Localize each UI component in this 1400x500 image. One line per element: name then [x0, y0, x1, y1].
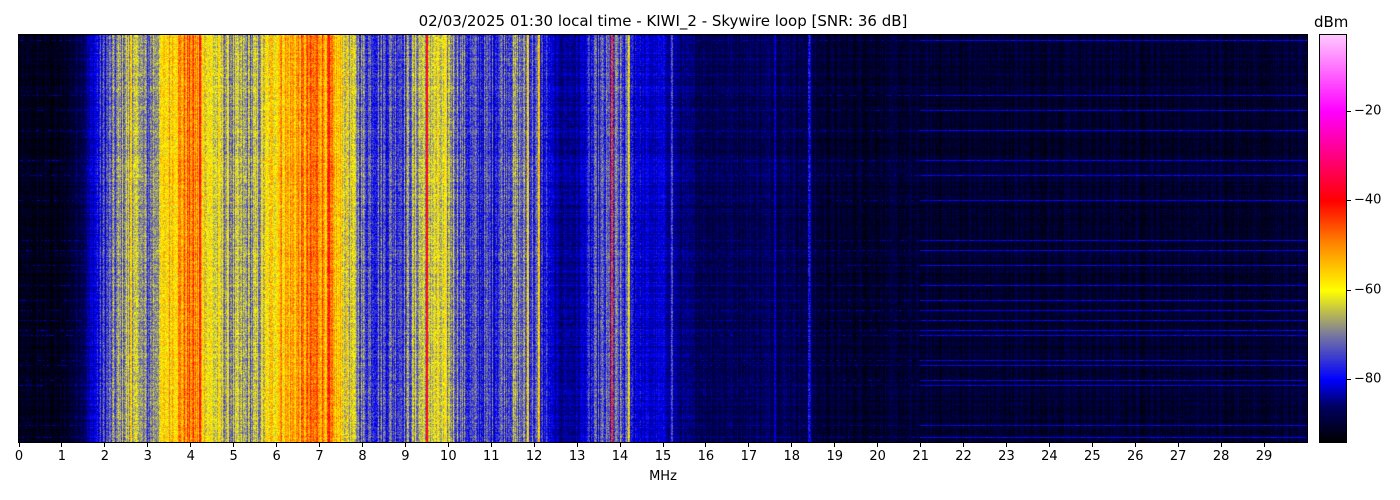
colorbar-tick-label: −40: [1354, 192, 1382, 208]
colorbar-tick-label: −60: [1354, 282, 1382, 298]
x-tick-label: 3: [143, 449, 152, 464]
colorbar-label: dBm: [1314, 13, 1349, 31]
x-tick-label: 29: [1255, 449, 1273, 464]
x-tick-label: 4: [186, 449, 195, 464]
x-tick-mark: [147, 442, 149, 447]
x-tick-mark: [1048, 442, 1050, 447]
colorbar-tick-label: −80: [1354, 371, 1382, 387]
colorbar-tick-mark: [1346, 289, 1351, 291]
x-tick-label: 27: [1169, 449, 1187, 464]
x-tick-mark: [963, 442, 965, 447]
x-tick-label: 1: [57, 449, 67, 464]
x-tick-label: 15: [654, 449, 672, 464]
colorbar-tick-mark: [1346, 200, 1351, 202]
waterfall-heatmap: [19, 35, 1307, 442]
x-tick-mark: [748, 442, 750, 447]
x-tick-label: 19: [826, 449, 843, 464]
x-tick-mark: [791, 442, 793, 447]
x-tick-label: 6: [272, 449, 281, 464]
x-tick-mark: [662, 442, 664, 447]
x-tick-mark: [877, 442, 879, 447]
x-tick-label: 10: [440, 449, 457, 464]
colorbar-tick-mark: [1346, 379, 1351, 381]
x-tick-label: 2: [100, 449, 109, 464]
x-tick-mark: [404, 442, 406, 447]
x-tick-mark: [190, 442, 192, 447]
x-tick-label: 12: [525, 449, 543, 464]
x-tick-label: 9: [401, 449, 410, 464]
x-tick-label: 13: [568, 449, 586, 464]
x-tick-mark: [619, 442, 621, 447]
x-tick-mark: [1134, 442, 1136, 447]
x-tick-mark: [705, 442, 707, 447]
x-tick-mark: [490, 442, 492, 447]
colorbar-tick-mark: [1346, 111, 1351, 113]
chart-title: 02/03/2025 01:30 local time - KIWI_2 - S…: [418, 12, 908, 30]
x-tick-label: 20: [869, 449, 886, 464]
x-tick-mark: [920, 442, 922, 447]
x-tick-mark: [61, 442, 63, 447]
x-tick-mark: [1220, 442, 1222, 447]
waterfall-plot-area: [18, 34, 1308, 443]
colorbar: [1319, 34, 1347, 443]
x-tick-label: 14: [611, 449, 629, 464]
x-tick-mark: [319, 442, 321, 447]
x-tick-label: 0: [14, 449, 24, 464]
x-tick-mark: [276, 442, 278, 447]
x-tick-label: 26: [1126, 449, 1144, 464]
x-tick-label: 16: [697, 449, 715, 464]
x-tick-mark: [1263, 442, 1265, 447]
x-tick-label: 22: [955, 449, 972, 464]
x-tick-mark: [1091, 442, 1093, 447]
x-tick-label: 21: [912, 449, 929, 464]
x-tick-mark: [834, 442, 836, 447]
x-tick-mark: [104, 442, 106, 447]
colorbar-gradient: [1320, 35, 1346, 442]
x-tick-mark: [1005, 442, 1007, 447]
x-tick-label: 5: [229, 449, 238, 464]
x-tick-label: 17: [740, 449, 758, 464]
x-tick-mark: [1177, 442, 1179, 447]
x-tick-label: 25: [1084, 449, 1101, 464]
x-tick-label: 7: [315, 449, 324, 464]
x-tick-mark: [533, 442, 535, 447]
x-tick-mark: [233, 442, 235, 447]
x-tick-label: 23: [998, 449, 1015, 464]
x-tick-label: 11: [482, 449, 500, 464]
x-tick-label: 24: [1041, 449, 1058, 464]
x-tick-label: 28: [1212, 449, 1230, 464]
x-tick-mark: [447, 442, 449, 447]
x-tick-label: 8: [358, 449, 367, 464]
x-tick-mark: [576, 442, 578, 447]
x-tick-label: 18: [783, 449, 801, 464]
x-axis-label: MHz: [649, 469, 677, 484]
colorbar-tick-label: −20: [1354, 103, 1382, 119]
x-tick-mark: [361, 442, 363, 447]
x-tick-mark: [18, 442, 20, 447]
